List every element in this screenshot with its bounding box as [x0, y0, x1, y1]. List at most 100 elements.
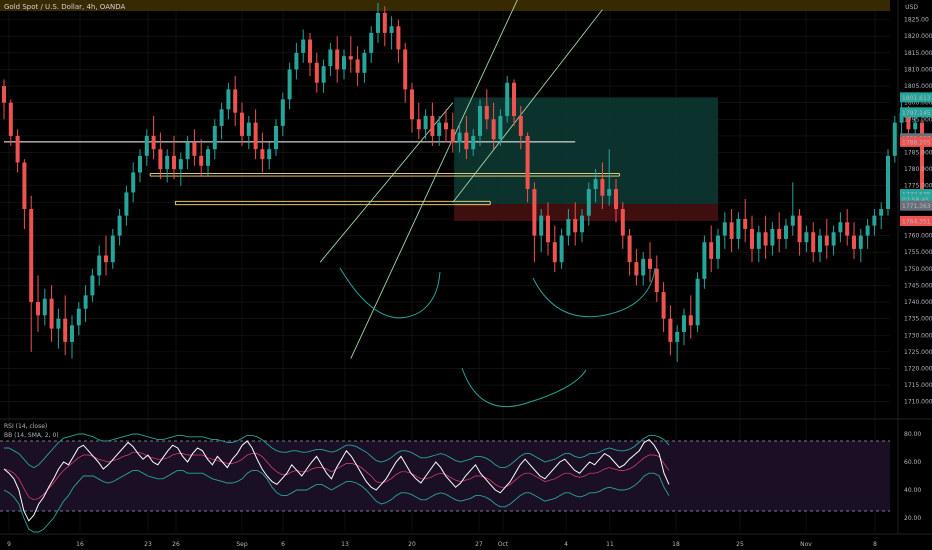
candle-body	[600, 179, 605, 196]
symbol-title: Gold Spot / U.S. Dollar, 4h, OANDA	[4, 3, 126, 11]
price-tick-label: 1740.000	[904, 299, 932, 306]
rsi-tick-label: 60.00	[904, 459, 921, 466]
candle-body	[430, 115, 435, 136]
candle-body	[144, 135, 149, 156]
candle-body	[172, 155, 176, 170]
head-arc	[461, 367, 587, 407]
candle-body	[63, 318, 68, 342]
price-tick-label: 1820.000	[904, 33, 932, 40]
time-tick-label: Oct	[498, 541, 509, 548]
candle-body	[627, 235, 632, 263]
time-tick-label: 18	[672, 541, 680, 548]
price-label-text: 1788.205	[902, 139, 931, 146]
time-tick-label: Nov	[800, 541, 812, 548]
candle-body	[668, 318, 673, 342]
candle-body	[858, 235, 863, 249]
candle-body	[797, 215, 802, 243]
candle-body	[49, 298, 54, 329]
right-shoulder-arc	[532, 267, 656, 318]
candle-body	[178, 159, 183, 170]
candle-body	[750, 228, 754, 249]
price-label-box	[900, 200, 932, 211]
time-tick-label: 27	[475, 541, 483, 548]
candle-body	[913, 122, 918, 130]
candle-body	[416, 119, 421, 130]
candle-body	[328, 49, 333, 67]
candle-body	[729, 222, 734, 239]
candle-body	[15, 135, 20, 163]
candle-body	[151, 135, 156, 150]
candle-body	[518, 115, 523, 136]
candle-body	[192, 142, 197, 156]
candle-body	[743, 218, 748, 229]
candle-body	[573, 218, 578, 233]
candle-body	[892, 122, 897, 156]
candle-body	[240, 112, 244, 136]
candle-body	[546, 215, 550, 243]
candle-body	[396, 26, 401, 50]
candle-body	[369, 32, 374, 53]
candle-body	[722, 222, 727, 236]
candle-body	[525, 135, 530, 190]
candle-body	[838, 222, 843, 233]
candle-body	[648, 258, 652, 269]
candle-body	[355, 59, 360, 73]
candle-body	[491, 119, 496, 140]
candle-body	[586, 189, 591, 216]
candle-body	[716, 235, 720, 259]
rsi-tick-label: 20.00	[904, 515, 921, 522]
candle-body	[22, 162, 27, 209]
candle-body	[335, 49, 340, 70]
time-tick-label: Sep	[236, 541, 248, 548]
candle-body	[498, 115, 503, 140]
time-tick-label: 23	[144, 541, 152, 548]
candle-body	[688, 315, 693, 326]
candle-body	[226, 89, 231, 110]
candle-body	[872, 215, 877, 226]
candle-body	[614, 189, 618, 209]
candle-body	[906, 112, 911, 130]
price-tick-label: 1780.000	[904, 166, 932, 173]
candle-body	[879, 209, 884, 216]
trend-channel-line	[350, 0, 518, 359]
candle-body	[539, 215, 544, 236]
time-tick-label: 20	[408, 541, 416, 548]
candle-body	[233, 89, 238, 113]
rsi-tick-label: 80.00	[904, 431, 921, 438]
time-tick-label: 4	[564, 541, 568, 548]
candle-body	[342, 56, 346, 70]
candle-body	[532, 189, 537, 236]
rsi-tick-label: 40.00	[904, 487, 921, 494]
price-tick-label: 1810.000	[904, 66, 932, 73]
candle-body	[199, 155, 204, 166]
candle-body	[389, 26, 394, 33]
price-tick-label: 1795.000	[904, 116, 932, 123]
candle-body	[410, 89, 414, 120]
candle-body	[219, 109, 224, 126]
candle-body	[29, 209, 34, 303]
candle-body	[634, 262, 639, 276]
candle-body	[70, 325, 74, 342]
candle-body	[301, 39, 306, 53]
candle-body	[770, 228, 775, 246]
rsi-line	[3, 438, 670, 522]
candle-body	[607, 189, 612, 196]
candle-body	[865, 225, 870, 236]
candle-body	[437, 122, 442, 136]
rsi-title: RSI (14, close)	[4, 423, 48, 430]
time-tick-label: 13	[341, 541, 349, 548]
candle-body	[308, 39, 312, 63]
candle-body	[641, 258, 646, 276]
left-shoulder-arc	[339, 267, 441, 319]
candle-body	[83, 295, 88, 309]
price-tick-label: 1815.000	[904, 50, 932, 57]
candle-body	[886, 155, 890, 209]
candle-body	[920, 122, 924, 193]
rsi-band	[0, 441, 890, 511]
candle-body	[777, 228, 782, 239]
candle-body	[423, 115, 428, 130]
price-tick-label: 1730.000	[904, 332, 932, 339]
time-tick-label: 11	[606, 541, 614, 548]
candle-body	[695, 278, 700, 326]
